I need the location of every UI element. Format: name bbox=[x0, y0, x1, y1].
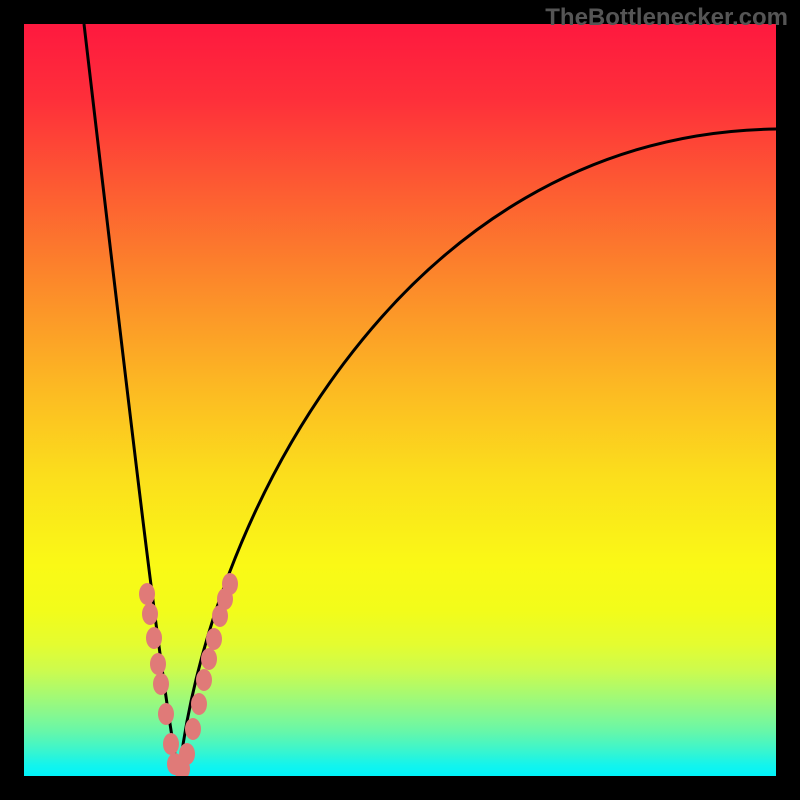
chart-frame: TheBottlenecker.com bbox=[0, 0, 800, 800]
data-marker bbox=[142, 603, 158, 625]
data-marker bbox=[153, 673, 169, 695]
bottleneck-curve bbox=[84, 24, 776, 776]
data-marker bbox=[206, 628, 222, 650]
curves-layer bbox=[24, 24, 776, 776]
data-marker bbox=[222, 573, 238, 595]
data-marker bbox=[163, 733, 179, 755]
data-marker bbox=[191, 693, 207, 715]
data-marker bbox=[158, 703, 174, 725]
watermark-text: TheBottlenecker.com bbox=[545, 4, 788, 32]
data-marker bbox=[201, 648, 217, 670]
data-marker bbox=[139, 583, 155, 605]
plot-area bbox=[24, 24, 776, 776]
data-marker bbox=[196, 669, 212, 691]
data-marker bbox=[179, 743, 195, 765]
data-marker bbox=[150, 653, 166, 675]
data-marker bbox=[185, 718, 201, 740]
data-marker bbox=[146, 627, 162, 649]
